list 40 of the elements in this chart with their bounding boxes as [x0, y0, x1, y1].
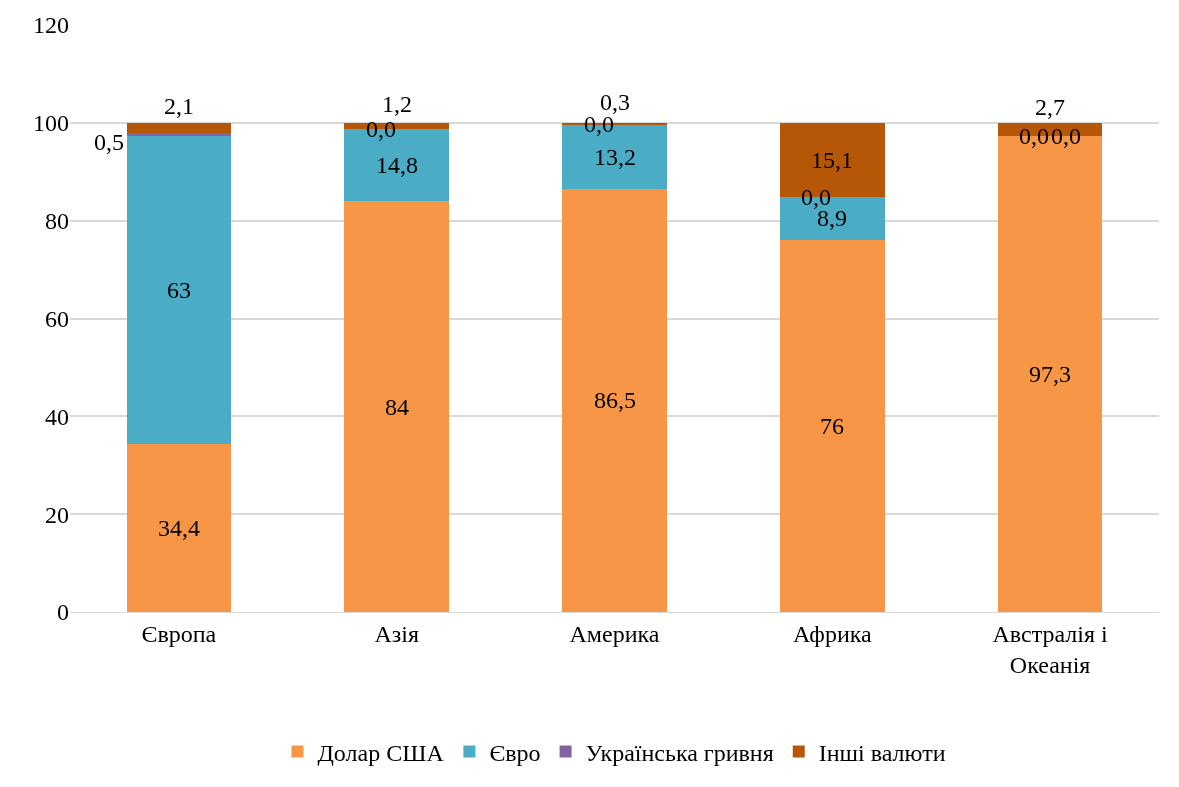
data-label: 0,3	[600, 89, 630, 115]
bar	[126, 135, 232, 444]
y-tick-label: 0	[57, 599, 69, 626]
data-label: 2,7	[1035, 94, 1065, 120]
data-label: 8,9	[817, 205, 847, 231]
x-tick-label: Азія	[374, 620, 419, 647]
data-label: 0,0	[1019, 123, 1049, 149]
y-tick-label: 40	[45, 403, 69, 430]
data-label: 76	[820, 413, 844, 439]
data-label: 14,8	[376, 152, 418, 178]
bar	[344, 201, 449, 612]
bar	[126, 133, 232, 136]
y-tick-label: 20	[45, 501, 69, 528]
data-label: 97,3	[1029, 361, 1071, 387]
data-label: 2,1	[164, 93, 194, 119]
legend-label: Євро	[489, 739, 541, 766]
data-label: 13,2	[594, 144, 636, 170]
data-label: 0,0	[1051, 123, 1081, 149]
data-label: 86,5	[594, 387, 636, 413]
bar	[562, 188, 667, 612]
data-label: 63	[167, 277, 191, 303]
y-tick-label: 100	[33, 110, 69, 137]
x-tick-label: Африка	[792, 620, 873, 647]
data-label: 15,1	[811, 147, 853, 173]
legend-label: Українська гривня	[585, 739, 774, 766]
data-label: 1,2	[382, 91, 412, 117]
x-tick-label: Австралія і Океанія	[992, 620, 1109, 678]
bar	[126, 122, 232, 134]
data-label: 84	[385, 394, 409, 420]
legend-label: Долар США	[317, 739, 445, 766]
bar	[780, 240, 885, 612]
y-tick-label: 120	[33, 12, 69, 39]
y-tick-label: 60	[45, 305, 69, 332]
data-label: 34,4	[158, 515, 200, 541]
legend-label: Інші валюти	[818, 739, 946, 766]
data-label: 0,5	[94, 129, 124, 155]
x-tick-label: Європа	[141, 620, 217, 647]
x-tick-label: Америка	[569, 620, 660, 647]
y-tick-label: 80	[45, 208, 69, 235]
bar	[126, 443, 232, 612]
